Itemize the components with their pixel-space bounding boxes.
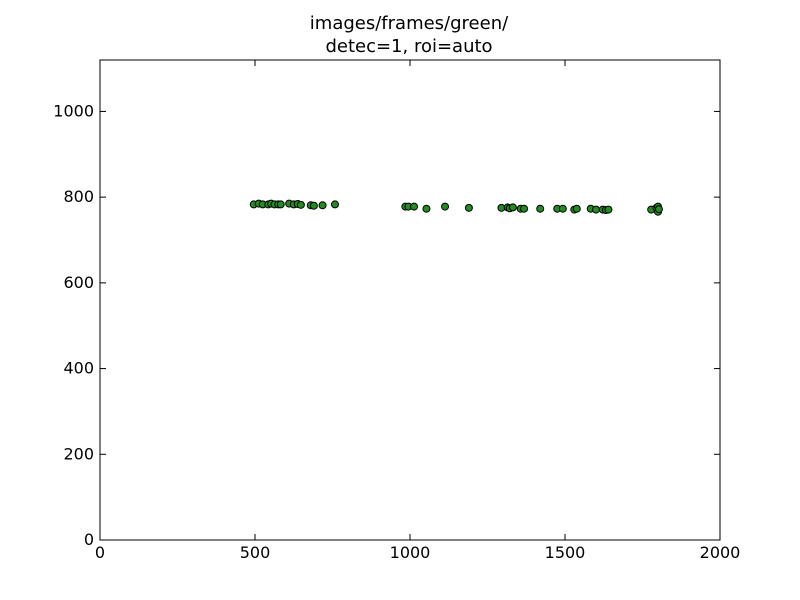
data-point <box>572 204 581 213</box>
data-points <box>249 199 663 216</box>
data-point <box>422 204 431 213</box>
chart-title: images/frames/green/ detec=1, roi=auto <box>0 12 800 58</box>
chart-title-line-1: images/frames/green/ <box>309 13 509 34</box>
data-point <box>508 203 517 212</box>
data-point <box>464 203 473 212</box>
y-tick-label: 600 <box>63 273 94 292</box>
y-tick-label: 800 <box>63 187 94 206</box>
y-tick-label: 0 <box>84 530 94 549</box>
x-tick-label: 0 <box>95 543 105 562</box>
chart-title-line-2: detec=1, roi=auto <box>325 36 493 57</box>
data-point <box>330 200 339 209</box>
data-point <box>276 200 285 209</box>
y-tick-label: 1000 <box>53 101 94 120</box>
x-tick-label: 2000 <box>700 543 741 562</box>
y-tick-label: 200 <box>63 444 94 463</box>
data-point <box>296 200 305 209</box>
x-tick-label: 1500 <box>545 543 586 562</box>
data-point <box>654 205 663 214</box>
data-point <box>558 204 567 213</box>
plot-frame <box>99 59 721 541</box>
data-point <box>520 204 529 213</box>
data-point <box>592 205 600 214</box>
x-tick-label: 500 <box>240 543 271 562</box>
data-point <box>410 202 419 211</box>
data-point <box>309 201 318 210</box>
axis-ticks: 0 500 1000 1500 2000 0 200 400 600 800 1000 <box>53 60 740 562</box>
data-point <box>441 202 450 211</box>
data-point <box>536 204 545 213</box>
x-tick-label: 1000 <box>390 543 431 562</box>
data-point <box>604 205 613 214</box>
data-point <box>318 201 327 210</box>
y-tick-label: 400 <box>63 359 94 378</box>
